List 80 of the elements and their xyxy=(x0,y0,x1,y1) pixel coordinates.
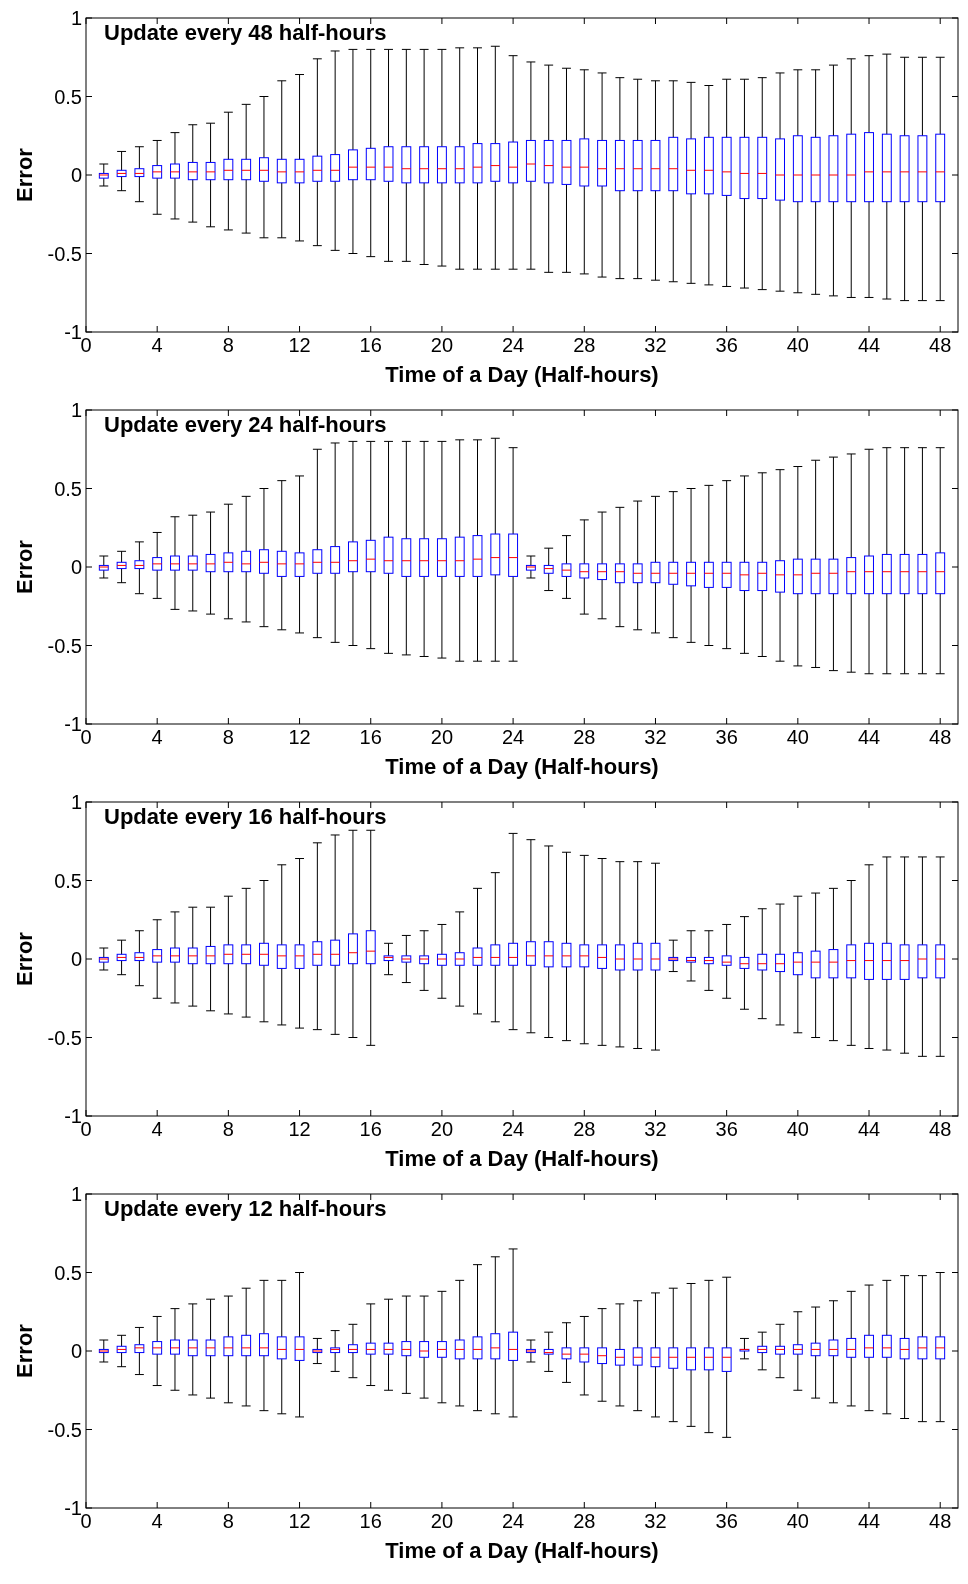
y-tick-label: 0.5 xyxy=(54,869,82,892)
x-tick-label: 16 xyxy=(359,1510,382,1532)
x-tick-label: 4 xyxy=(151,1510,163,1532)
x-tick-label: 44 xyxy=(857,1118,881,1140)
x-tick-label: 44 xyxy=(857,726,881,748)
y-axis-title: Error xyxy=(12,931,37,986)
y-tick-label: -1 xyxy=(64,321,82,343)
y-tick-label: 1 xyxy=(70,1183,82,1205)
x-tick-label: 8 xyxy=(222,726,234,748)
x-tick-label: 48 xyxy=(929,1510,952,1532)
x-tick-label: 36 xyxy=(715,1118,738,1140)
y-axis-title: Error xyxy=(12,539,37,594)
y-tick-label: 0 xyxy=(70,1340,82,1362)
x-tick-label: 32 xyxy=(644,334,667,356)
x-tick-label: 24 xyxy=(501,1118,525,1140)
x-tick-label: 8 xyxy=(222,1510,234,1532)
x-tick-label: 12 xyxy=(288,1510,311,1532)
y-tick-label: -1 xyxy=(64,1105,82,1127)
x-tick-label: 20 xyxy=(430,1118,454,1140)
x-tick-label: 40 xyxy=(786,334,809,356)
x-tick-label: 8 xyxy=(222,1118,234,1140)
x-tick-label: 36 xyxy=(715,334,738,356)
x-tick-label: 12 xyxy=(288,726,311,748)
y-tick-label: -0.5 xyxy=(47,1418,82,1441)
x-tick-label: 28 xyxy=(573,1510,596,1532)
x-tick-label: 44 xyxy=(857,1510,881,1532)
x-tick-label: 4 xyxy=(151,726,163,748)
x-tick-label: 16 xyxy=(359,334,382,356)
x-axis-title: Time of a Day (Half-hours) xyxy=(385,1538,659,1563)
y-tick-label: 0 xyxy=(70,948,82,970)
y-tick-label: 0 xyxy=(70,164,82,186)
x-tick-label: 20 xyxy=(430,1510,454,1532)
x-tick-label: 48 xyxy=(929,334,952,356)
y-tick-label: -0.5 xyxy=(47,242,82,265)
x-tick-label: 28 xyxy=(573,1118,596,1140)
x-tick-label: 36 xyxy=(715,1510,738,1532)
chart-title: Update every 48 half-hours xyxy=(104,20,387,45)
y-tick-label: -1 xyxy=(64,1497,82,1519)
y-tick-label: -1 xyxy=(64,713,82,735)
y-tick-label: 1 xyxy=(70,791,82,813)
y-tick-label: 0.5 xyxy=(54,85,82,108)
y-tick-label: -0.5 xyxy=(47,634,82,657)
x-tick-label: 20 xyxy=(430,334,454,356)
x-tick-label: 32 xyxy=(644,1118,667,1140)
x-tick-label: 28 xyxy=(573,726,596,748)
y-tick-label: 1 xyxy=(70,399,82,421)
y-axis-title: Error xyxy=(12,1323,37,1378)
x-tick-label: 48 xyxy=(929,726,952,748)
x-tick-label: 16 xyxy=(359,1118,382,1140)
x-tick-label: 4 xyxy=(151,334,163,356)
chart-title: Update every 16 half-hours xyxy=(104,804,387,829)
x-tick-label: 44 xyxy=(857,334,881,356)
x-tick-label: 16 xyxy=(359,726,382,748)
x-tick-label: 24 xyxy=(501,726,525,748)
y-tick-label: -0.5 xyxy=(47,1026,82,1049)
x-tick-label: 20 xyxy=(430,726,454,748)
x-tick-label: 36 xyxy=(715,726,738,748)
x-tick-label: 24 xyxy=(501,1510,525,1532)
x-tick-label: 32 xyxy=(644,1510,667,1532)
x-tick-label: 4 xyxy=(151,1118,163,1140)
y-tick-label: 1 xyxy=(70,7,82,29)
x-tick-label: 28 xyxy=(573,334,596,356)
y-tick-label: 0 xyxy=(70,556,82,578)
x-tick-label: 40 xyxy=(786,726,809,748)
y-tick-label: 0.5 xyxy=(54,1261,82,1284)
x-axis-title: Time of a Day (Half-hours) xyxy=(385,362,659,387)
x-tick-label: 40 xyxy=(786,1118,809,1140)
x-tick-label: 12 xyxy=(288,334,311,356)
x-axis-title: Time of a Day (Half-hours) xyxy=(385,1146,659,1171)
y-axis-title: Error xyxy=(12,147,37,202)
y-tick-label: 0.5 xyxy=(54,477,82,500)
x-tick-label: 24 xyxy=(501,334,525,356)
x-tick-label: 48 xyxy=(929,1118,952,1140)
chart-title: Update every 24 half-hours xyxy=(104,412,387,437)
x-tick-label: 40 xyxy=(786,1510,809,1532)
x-tick-label: 8 xyxy=(222,334,234,356)
x-axis-title: Time of a Day (Half-hours) xyxy=(385,754,659,779)
chart-title: Update every 12 half-hours xyxy=(104,1196,387,1221)
x-tick-label: 12 xyxy=(288,1118,311,1140)
x-tick-label: 32 xyxy=(644,726,667,748)
